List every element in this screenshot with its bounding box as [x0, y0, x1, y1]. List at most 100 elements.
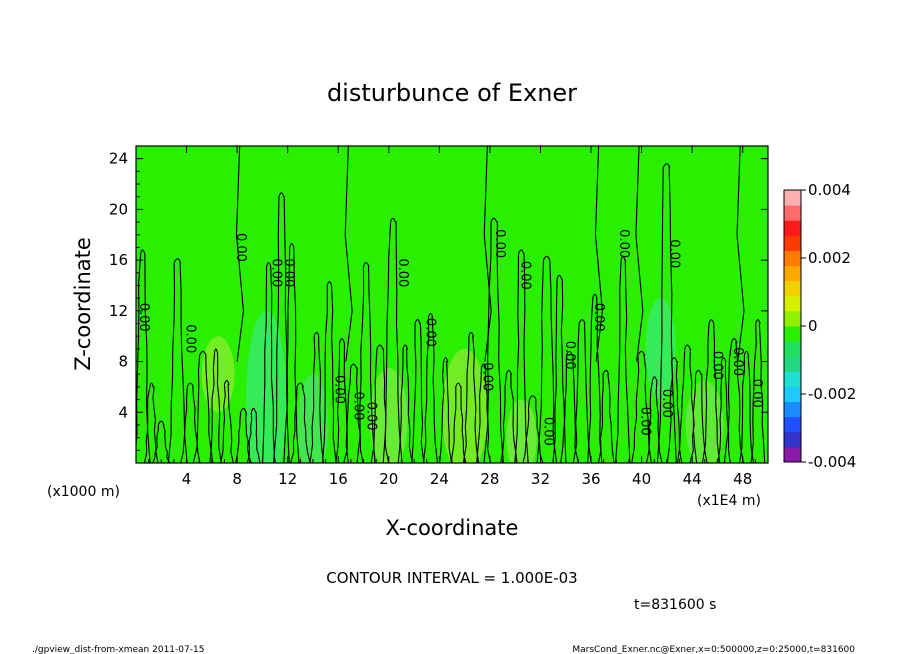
contour-line: [397, 344, 413, 463]
contour-line: [717, 357, 731, 463]
colorbar-swatch: [784, 341, 801, 357]
contour-line: [167, 258, 188, 463]
contour-label: 0.00: [667, 239, 682, 268]
contour-label: 0.00: [281, 258, 296, 287]
contour-line: [450, 382, 467, 463]
colorbar-ticks: 0.004 0.002 0 -0.002 -0.004: [801, 181, 856, 471]
colorbar-swatch: [784, 431, 801, 448]
colorbar-swatch: [784, 371, 801, 387]
y-axis-ticks: 4 8 12 16 20 24: [109, 150, 768, 451]
y-tick-label: 12: [109, 302, 128, 320]
contour-labels: 0.000.000.000.000.000.000.000.000.000.00…: [136, 229, 764, 446]
colorbar-swatch: [784, 310, 801, 327]
contour-label: 0.00: [136, 303, 151, 332]
contour-line: [689, 369, 708, 463]
contour-line: [572, 319, 592, 463]
y-unit-label: (x1000 m): [47, 484, 120, 500]
contour-line: [536, 255, 557, 463]
contour-line: [631, 350, 652, 463]
time-stamp-text: t=831600 s: [634, 597, 716, 613]
contour-line: [750, 319, 766, 463]
x-tick-label: 4: [182, 470, 192, 488]
contour-label: 0.00: [492, 229, 507, 258]
contour-line: [522, 395, 544, 463]
colorbar-swatch: [784, 446, 801, 463]
contour-label: 0.00: [710, 351, 725, 380]
contour-line: [723, 338, 744, 463]
contour-line: [322, 281, 337, 463]
x-axis-ticks: 4 8 12 16 20 24 28 32 36 40 44 48: [148, 146, 756, 488]
shade-patch: [245, 310, 287, 463]
contour-label: 0.00: [363, 402, 378, 431]
contour-line: [335, 338, 349, 463]
contour-lines: [136, 146, 766, 463]
contour-label: 0.00: [351, 391, 366, 420]
contour-line: [220, 380, 234, 463]
x-axis-title: X-coordinate: [386, 516, 519, 540]
contour-line: [422, 312, 439, 463]
colorbar: [783, 189, 802, 463]
contour-line: [143, 382, 159, 463]
colorbar-swatch: [784, 250, 801, 267]
shade-patch: [506, 399, 537, 463]
colorbar-swatch: [784, 401, 801, 418]
contour-line: [356, 262, 376, 463]
colorbar-tick-label: -0.002: [808, 385, 856, 403]
x-tick-label: 44: [683, 470, 702, 488]
x-tick-label: 28: [480, 470, 499, 488]
contour-line: [262, 262, 276, 463]
contour-line: [382, 217, 403, 463]
colorbar-swatch: [784, 235, 801, 251]
contour-line: [439, 357, 453, 463]
contour-line: [483, 146, 492, 362]
contour-line: [235, 407, 252, 463]
contour-line: [411, 319, 425, 463]
colorbar-swatch: [784, 386, 801, 403]
x-tick-label: 20: [379, 470, 398, 488]
contour-label: 0.00: [269, 258, 284, 287]
contour-line: [587, 293, 603, 463]
x-tick-label: 48: [733, 470, 752, 488]
contour-line: [209, 348, 222, 463]
contour-label: 0.00: [423, 318, 438, 347]
contour-line: [309, 331, 325, 463]
shade-patch: [645, 298, 676, 400]
x-tick-label: 8: [232, 470, 242, 488]
y-tick-label: 8: [118, 353, 128, 371]
colorbar-swatch: [784, 326, 801, 342]
contour-line: [514, 249, 529, 463]
colorbar-swatch: [784, 190, 801, 206]
colorbar-swatch: [784, 220, 801, 236]
x-tick-label: 12: [278, 470, 297, 488]
contour-interval-text: CONTOUR INTERVAL = 1.000E-03: [326, 569, 577, 587]
contour-line: [677, 344, 698, 463]
plot-area: 0.000.000.000.000.000.000.000.000.000.00…: [135, 145, 769, 464]
y-tick-label: 4: [118, 403, 128, 421]
colorbar-swatch: [784, 356, 801, 372]
contour-line: [283, 243, 300, 463]
contour-label: 0.00: [480, 362, 495, 391]
contour-label: 0.00: [591, 303, 606, 332]
x-unit-label: (x1E4 m): [697, 493, 761, 509]
x-tick-label: 24: [430, 470, 449, 488]
colorbar-swatch: [784, 265, 801, 282]
contour-line: [273, 192, 290, 463]
contour-line: [136, 249, 151, 463]
contour-label: 0.00: [730, 347, 745, 376]
contour-label: 0.00: [395, 258, 410, 287]
contour-label: 0.00: [749, 379, 764, 408]
contour-label: 0.00: [233, 233, 248, 262]
contour-line: [594, 146, 603, 362]
contour-line: [192, 350, 214, 463]
contour-line: [701, 319, 721, 463]
contour-line: [289, 382, 311, 463]
x-tick-label: 40: [632, 470, 651, 488]
colorbar-tick-label: 0.002: [808, 249, 851, 267]
contour-line: [483, 217, 504, 463]
contour-line: [736, 146, 745, 362]
contour-line: [666, 357, 683, 463]
contour-line: [614, 255, 631, 463]
shade-patch: [685, 380, 724, 463]
colorbar-tick-label: 0: [808, 317, 818, 335]
